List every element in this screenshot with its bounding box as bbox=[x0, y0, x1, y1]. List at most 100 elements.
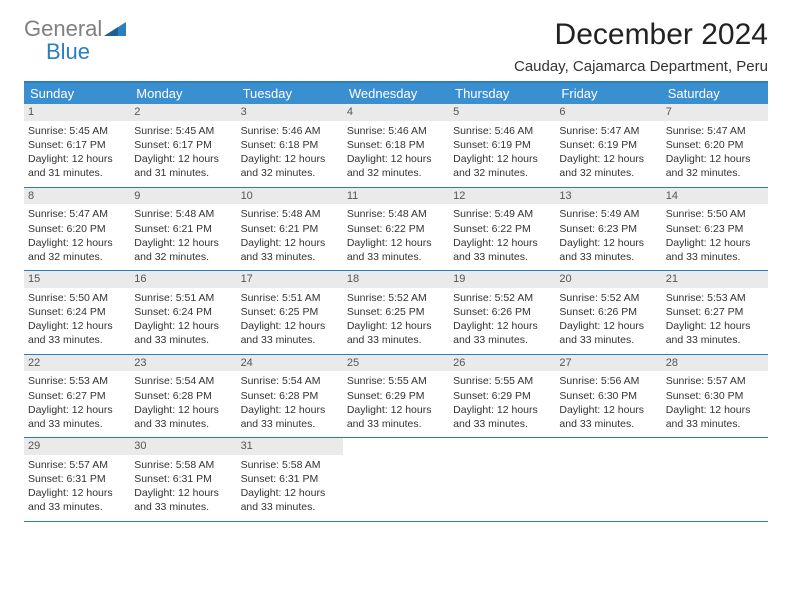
sunrise-line: Sunrise: 5:51 AM bbox=[134, 291, 232, 305]
day-cell: 3Sunrise: 5:46 AMSunset: 6:18 PMDaylight… bbox=[237, 104, 343, 187]
sunset-line: Sunset: 6:18 PM bbox=[347, 138, 445, 152]
sunrise-line: Sunrise: 5:48 AM bbox=[347, 207, 445, 221]
sunrise-line: Sunrise: 5:53 AM bbox=[666, 291, 764, 305]
day-cell bbox=[555, 438, 661, 521]
sunrise-line: Sunrise: 5:48 AM bbox=[241, 207, 339, 221]
daylight-line: Daylight: 12 hours and 33 minutes. bbox=[241, 319, 339, 347]
weekday-header: Monday bbox=[130, 83, 236, 104]
sunrise-line: Sunrise: 5:46 AM bbox=[347, 124, 445, 138]
day-cell: 10Sunrise: 5:48 AMSunset: 6:21 PMDayligh… bbox=[237, 188, 343, 271]
day-cell: 2Sunrise: 5:45 AMSunset: 6:17 PMDaylight… bbox=[130, 104, 236, 187]
weekday-header: Wednesday bbox=[343, 83, 449, 104]
day-number: 30 bbox=[130, 438, 236, 455]
daylight-line: Daylight: 12 hours and 33 minutes. bbox=[559, 403, 657, 431]
day-number: 2 bbox=[130, 104, 236, 121]
daylight-line: Daylight: 12 hours and 33 minutes. bbox=[666, 319, 764, 347]
weekday-header-row: SundayMondayTuesdayWednesdayThursdayFrid… bbox=[24, 83, 768, 104]
daylight-line: Daylight: 12 hours and 32 minutes. bbox=[559, 152, 657, 180]
sunset-line: Sunset: 6:17 PM bbox=[134, 138, 232, 152]
sunrise-line: Sunrise: 5:50 AM bbox=[666, 207, 764, 221]
day-number: 11 bbox=[343, 188, 449, 205]
day-number: 15 bbox=[24, 271, 130, 288]
sunset-line: Sunset: 6:29 PM bbox=[453, 389, 551, 403]
daylight-line: Daylight: 12 hours and 33 minutes. bbox=[28, 319, 126, 347]
sunrise-line: Sunrise: 5:47 AM bbox=[28, 207, 126, 221]
day-cell: 4Sunrise: 5:46 AMSunset: 6:18 PMDaylight… bbox=[343, 104, 449, 187]
day-number: 26 bbox=[449, 355, 555, 372]
sunset-line: Sunset: 6:28 PM bbox=[134, 389, 232, 403]
sunrise-line: Sunrise: 5:55 AM bbox=[347, 374, 445, 388]
sunset-line: Sunset: 6:31 PM bbox=[28, 472, 126, 486]
sunset-line: Sunset: 6:19 PM bbox=[453, 138, 551, 152]
weekday-header: Tuesday bbox=[237, 83, 343, 104]
weekday-header: Sunday bbox=[24, 83, 130, 104]
daylight-line: Daylight: 12 hours and 33 minutes. bbox=[134, 403, 232, 431]
sunset-line: Sunset: 6:24 PM bbox=[134, 305, 232, 319]
sunrise-line: Sunrise: 5:52 AM bbox=[559, 291, 657, 305]
week-row: 15Sunrise: 5:50 AMSunset: 6:24 PMDayligh… bbox=[24, 271, 768, 355]
day-number: 16 bbox=[130, 271, 236, 288]
daylight-line: Daylight: 12 hours and 33 minutes. bbox=[241, 486, 339, 514]
daylight-line: Daylight: 12 hours and 33 minutes. bbox=[453, 403, 551, 431]
daylight-line: Daylight: 12 hours and 32 minutes. bbox=[347, 152, 445, 180]
day-cell: 28Sunrise: 5:57 AMSunset: 6:30 PMDayligh… bbox=[662, 355, 768, 438]
day-number: 10 bbox=[237, 188, 343, 205]
day-cell: 6Sunrise: 5:47 AMSunset: 6:19 PMDaylight… bbox=[555, 104, 661, 187]
daylight-line: Daylight: 12 hours and 32 minutes. bbox=[28, 236, 126, 264]
day-number: 12 bbox=[449, 188, 555, 205]
sunrise-line: Sunrise: 5:58 AM bbox=[241, 458, 339, 472]
week-row: 29Sunrise: 5:57 AMSunset: 6:31 PMDayligh… bbox=[24, 438, 768, 522]
day-cell: 26 Sunrise: 5:55 AMSunset: 6:29 PMDayligh… bbox=[449, 355, 555, 438]
sunrise-line: Sunrise: 5:49 AM bbox=[559, 207, 657, 221]
day-cell: 17Sunrise: 5:51 AMSunset: 6:25 PMDayligh… bbox=[237, 271, 343, 354]
sunrise-line: Sunrise: 5:53 AM bbox=[28, 374, 126, 388]
day-cell: 9Sunrise: 5:48 AMSunset: 6:21 PMDaylight… bbox=[130, 188, 236, 271]
sunrise-line: Sunrise: 5:48 AM bbox=[134, 207, 232, 221]
day-number: 13 bbox=[555, 188, 661, 205]
week-row: 8Sunrise: 5:47 AMSunset: 6:20 PMDaylight… bbox=[24, 188, 768, 272]
day-number: 24 bbox=[237, 355, 343, 372]
daylight-line: Daylight: 12 hours and 33 minutes. bbox=[347, 403, 445, 431]
daylight-line: Daylight: 12 hours and 33 minutes. bbox=[28, 486, 126, 514]
day-cell: 20Sunrise: 5:52 AMSunset: 6:26 PMDayligh… bbox=[555, 271, 661, 354]
daylight-line: Daylight: 12 hours and 32 minutes. bbox=[241, 152, 339, 180]
day-number: 1 bbox=[24, 104, 130, 121]
calendar-body: 1Sunrise: 5:45 AMSunset: 6:17 PMDaylight… bbox=[24, 104, 768, 522]
day-number: 29 bbox=[24, 438, 130, 455]
logo: General Blue bbox=[24, 18, 126, 64]
page-title: December 2024 bbox=[514, 18, 768, 52]
sunrise-line: Sunrise: 5:46 AM bbox=[241, 124, 339, 138]
sunset-line: Sunset: 6:22 PM bbox=[347, 222, 445, 236]
sunrise-line: Sunrise: 5:52 AM bbox=[453, 291, 551, 305]
day-cell: 30Sunrise: 5:58 AMSunset: 6:31 PMDayligh… bbox=[130, 438, 236, 521]
day-number: 19 bbox=[449, 271, 555, 288]
daylight-line: Daylight: 12 hours and 32 minutes. bbox=[453, 152, 551, 180]
day-cell: 18Sunrise: 5:52 AMSunset: 6:25 PMDayligh… bbox=[343, 271, 449, 354]
daylight-line: Daylight: 12 hours and 33 minutes. bbox=[453, 236, 551, 264]
day-cell: 8Sunrise: 5:47 AMSunset: 6:20 PMDaylight… bbox=[24, 188, 130, 271]
daylight-line: Daylight: 12 hours and 33 minutes. bbox=[559, 319, 657, 347]
sunrise-line: Sunrise: 5:55 AM bbox=[453, 374, 551, 388]
day-number: 8 bbox=[24, 188, 130, 205]
day-cell: 19 Sunrise: 5:52 AMSunset: 6:26 PMDayligh… bbox=[449, 271, 555, 354]
sunset-line: Sunset: 6:25 PM bbox=[347, 305, 445, 319]
daylight-line: Daylight: 12 hours and 32 minutes. bbox=[134, 236, 232, 264]
day-cell: 31Sunrise: 5:58 AMSunset: 6:31 PMDayligh… bbox=[237, 438, 343, 521]
daylight-line: Daylight: 12 hours and 33 minutes. bbox=[241, 403, 339, 431]
sunset-line: Sunset: 6:26 PM bbox=[559, 305, 657, 319]
sunrise-line: Sunrise: 5:46 AM bbox=[453, 124, 551, 138]
day-number: 21 bbox=[662, 271, 768, 288]
day-number: 9 bbox=[130, 188, 236, 205]
sunset-line: Sunset: 6:22 PM bbox=[453, 222, 551, 236]
day-number: 22 bbox=[24, 355, 130, 372]
sunset-line: Sunset: 6:30 PM bbox=[559, 389, 657, 403]
sunrise-line: Sunrise: 5:56 AM bbox=[559, 374, 657, 388]
sunset-line: Sunset: 6:23 PM bbox=[559, 222, 657, 236]
day-cell: 23Sunrise: 5:54 AMSunset: 6:28 PMDayligh… bbox=[130, 355, 236, 438]
sunset-line: Sunset: 6:19 PM bbox=[559, 138, 657, 152]
sunset-line: Sunset: 6:31 PM bbox=[134, 472, 232, 486]
daylight-line: Daylight: 12 hours and 33 minutes. bbox=[453, 319, 551, 347]
daylight-line: Daylight: 12 hours and 33 minutes. bbox=[347, 236, 445, 264]
sunset-line: Sunset: 6:26 PM bbox=[453, 305, 551, 319]
day-cell: 12Sunrise: 5:49 AMSunset: 6:22 PMDayligh… bbox=[449, 188, 555, 271]
